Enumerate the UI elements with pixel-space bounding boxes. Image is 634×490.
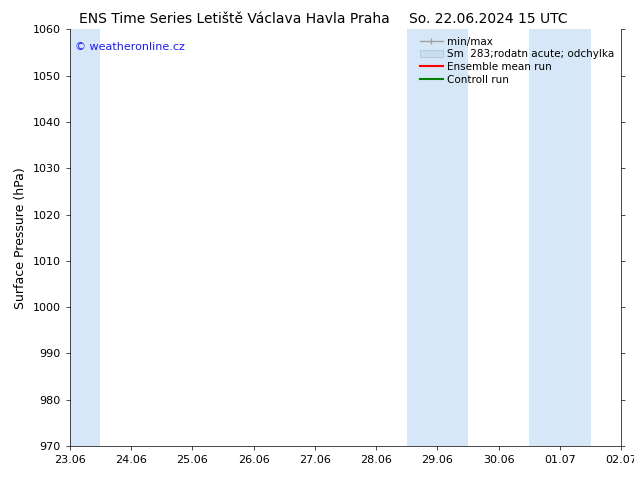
Text: So. 22.06.2024 15 UTC: So. 22.06.2024 15 UTC bbox=[409, 12, 567, 26]
Bar bbox=[39, 29, 100, 446]
Bar bbox=[529, 29, 591, 446]
Y-axis label: Surface Pressure (hPa): Surface Pressure (hPa) bbox=[14, 167, 27, 309]
Bar bbox=[407, 29, 468, 446]
Text: © weatheronline.cz: © weatheronline.cz bbox=[75, 42, 185, 52]
Text: ENS Time Series Letiště Václava Havla Praha: ENS Time Series Letiště Václava Havla Pr… bbox=[79, 12, 390, 26]
Legend: min/max, Sm  283;rodatn acute; odchylka, Ensemble mean run, Controll run: min/max, Sm 283;rodatn acute; odchylka, … bbox=[415, 32, 618, 89]
